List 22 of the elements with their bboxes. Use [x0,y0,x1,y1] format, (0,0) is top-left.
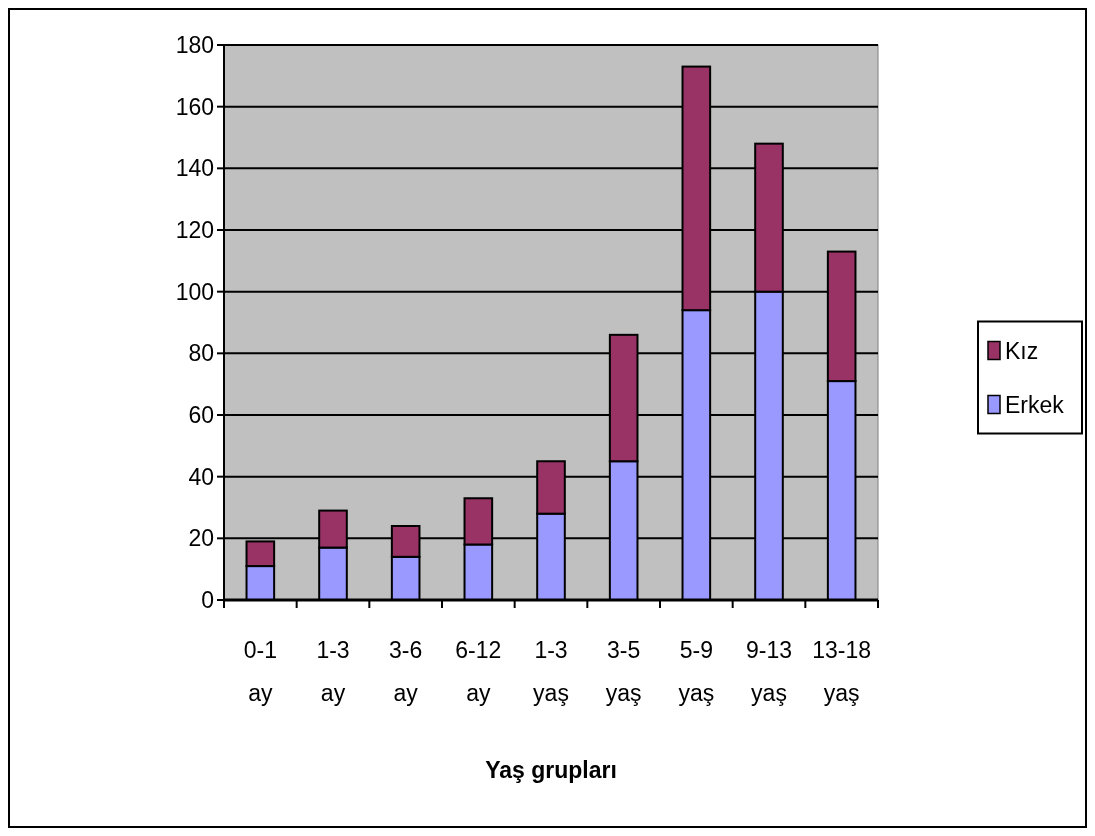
x-tick-label: 9-13 yaş [745,637,793,706]
y-tick-label: 60 [188,402,214,429]
x-tick-label: 6-12 ay [455,637,502,706]
legend-label: Erkek [1005,391,1065,418]
y-tick-label: 80 [188,340,214,367]
y-tick-label: 180 [175,32,214,59]
x-tick-label: 1-3 yaş [533,637,569,706]
x-tick-label: 3-5 yaş [605,637,642,706]
y-tick-label: 140 [175,155,214,182]
x-tick-label: 13-18 yaş [812,637,872,706]
x-tick-label: 5-9 yaş [678,637,715,706]
y-tick-label: 120 [175,217,214,244]
x-tick-label: 3-6 ay [389,637,423,706]
x-axis-title: Yaş grupları [485,757,617,783]
y-tick-label: 100 [175,278,214,305]
legend-label: Kız [1005,337,1039,364]
y-tick-label: 160 [175,93,214,120]
x-tick-label: 1-3 ay [316,637,350,706]
y-tick-label: 40 [188,463,214,490]
x-tick-label: 0-1 ay [243,637,277,706]
y-tick-label: 0 [201,587,214,614]
y-tick-label: 20 [188,525,214,552]
